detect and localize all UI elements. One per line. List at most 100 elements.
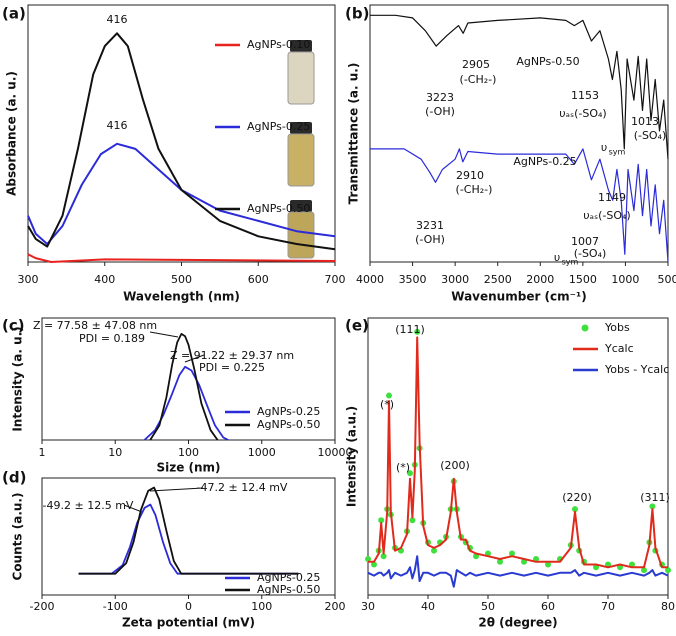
annotation: 1007 [571,235,599,248]
x-tick-label: 3500 [399,273,427,286]
x-tick-label: 300 [18,273,39,286]
x-tick-label: 400 [94,273,115,286]
x-tick-label: 80 [661,600,675,613]
annotation: (220) [562,491,592,504]
vial-cap [290,200,312,212]
annotation: (*) [380,398,394,411]
point [380,553,387,560]
y-axis-title: Counts (a.u.) [11,493,25,581]
point [386,392,392,399]
annotation: υₐₛ(-SO₄) [559,107,606,120]
point [414,328,421,335]
annotation: -49.2 ± 12.5 mV [43,499,134,512]
arrow [149,331,179,338]
plot-frame [367,317,669,596]
series-line [367,555,669,588]
annotation: (111) [395,323,425,336]
panel-label: (d) [2,469,26,487]
x-tick-label: 2000 [526,273,554,286]
x-tick-label: 600 [248,273,269,286]
legend-label: AgNPs-0.50 [257,418,320,431]
series-line [368,336,668,569]
vial-cap [290,122,312,134]
vial [287,211,315,259]
x-tick-label: 4000 [356,273,384,286]
point [378,517,385,524]
x-tick-label: 10 [108,446,122,459]
annotation: (-OH) [415,233,445,246]
legend-label: Ycalc [604,342,634,355]
legend-label: AgNPs-0.25 [257,571,320,584]
point [649,503,656,510]
x-tick-label: 100 [251,600,272,613]
x-tick-label: 500 [658,273,676,286]
series-line [78,486,299,575]
annotation: -47.2 ± 12.4 mV [197,481,288,494]
series-label: AgNPs-0.50 [516,55,579,68]
x-tick-label: 1000 [611,273,639,286]
annotation: (311) [640,491,670,504]
point [371,561,377,568]
legend-label: Yobs [604,321,630,334]
panel-label: (b) [345,5,369,23]
x-tick-label: 1500 [569,273,597,286]
annotation: PDI = 0.225 [199,361,265,374]
annotation: 1013 [631,115,659,128]
legend-label: AgNPs-0.50 [257,583,320,596]
vial-cap [290,40,312,52]
legend-marker [581,324,589,332]
annotation: 2910 [456,169,484,182]
annotation: 3231 [416,219,444,232]
annotation: υ [601,141,607,154]
x-tick-label: 2500 [484,273,512,286]
x-tick-label: 100 [178,446,199,459]
series-line [27,253,336,263]
series-line [370,148,669,263]
legend-label: AgNPs-0.50 [247,202,310,215]
annotation: (-CH₂-) [460,73,497,86]
point [545,561,551,568]
x-tick-label: 700 [325,273,346,286]
x-tick-label: 1 [39,446,46,459]
x-tick-label: 200 [325,600,346,613]
series-label: AgNPs-0.25 [513,155,576,168]
point [409,517,416,524]
panel-label: (a) [2,5,26,23]
panel-label: (e) [345,317,369,335]
annotation: sym [609,148,626,157]
annotation: Z = 91.22 ± 29.37 nm [170,349,294,362]
series-line [370,14,669,160]
point [365,555,371,562]
annotation: 416 [107,13,128,26]
legend-label: AgNPs-0.25 [257,405,320,418]
x-tick-label: -200 [30,600,55,613]
annotation: 1149 [598,191,626,204]
annotation: (*) [396,461,410,474]
vial [287,51,315,105]
series-line [78,503,299,575]
point [641,567,647,574]
y-axis-title: Transmittance (a. u.) [347,63,361,205]
annotation: υₐₛ(-SO₄) [583,209,630,222]
point [407,470,413,477]
x-axis-title: Wavelength (nm) [123,290,240,304]
point [572,506,578,513]
y-axis-title: Absorbance (a. u.) [5,71,19,196]
annotation: (-SO₄) [634,129,667,142]
x-tick-label: 30 [361,600,375,613]
annotation: (-CH₂-) [456,183,493,196]
arrow [184,354,205,363]
x-tick-label: 40 [421,600,435,613]
y-axis-title: Intensity (a. u.) [11,326,25,431]
annotation: (200) [440,459,470,472]
x-tick-label: 50 [481,600,495,613]
x-axis-title: 2θ (degree) [478,616,557,630]
vial [287,133,315,187]
arrow [149,487,204,492]
legend-label: AgNPs-0.10 [247,38,310,51]
x-axis-title: Zeta potential (mV) [122,616,255,630]
point [665,567,671,574]
legend-label: Yobs - Ycalc [604,363,669,376]
y-axis-title: Intensity (a.u.) [345,406,359,507]
